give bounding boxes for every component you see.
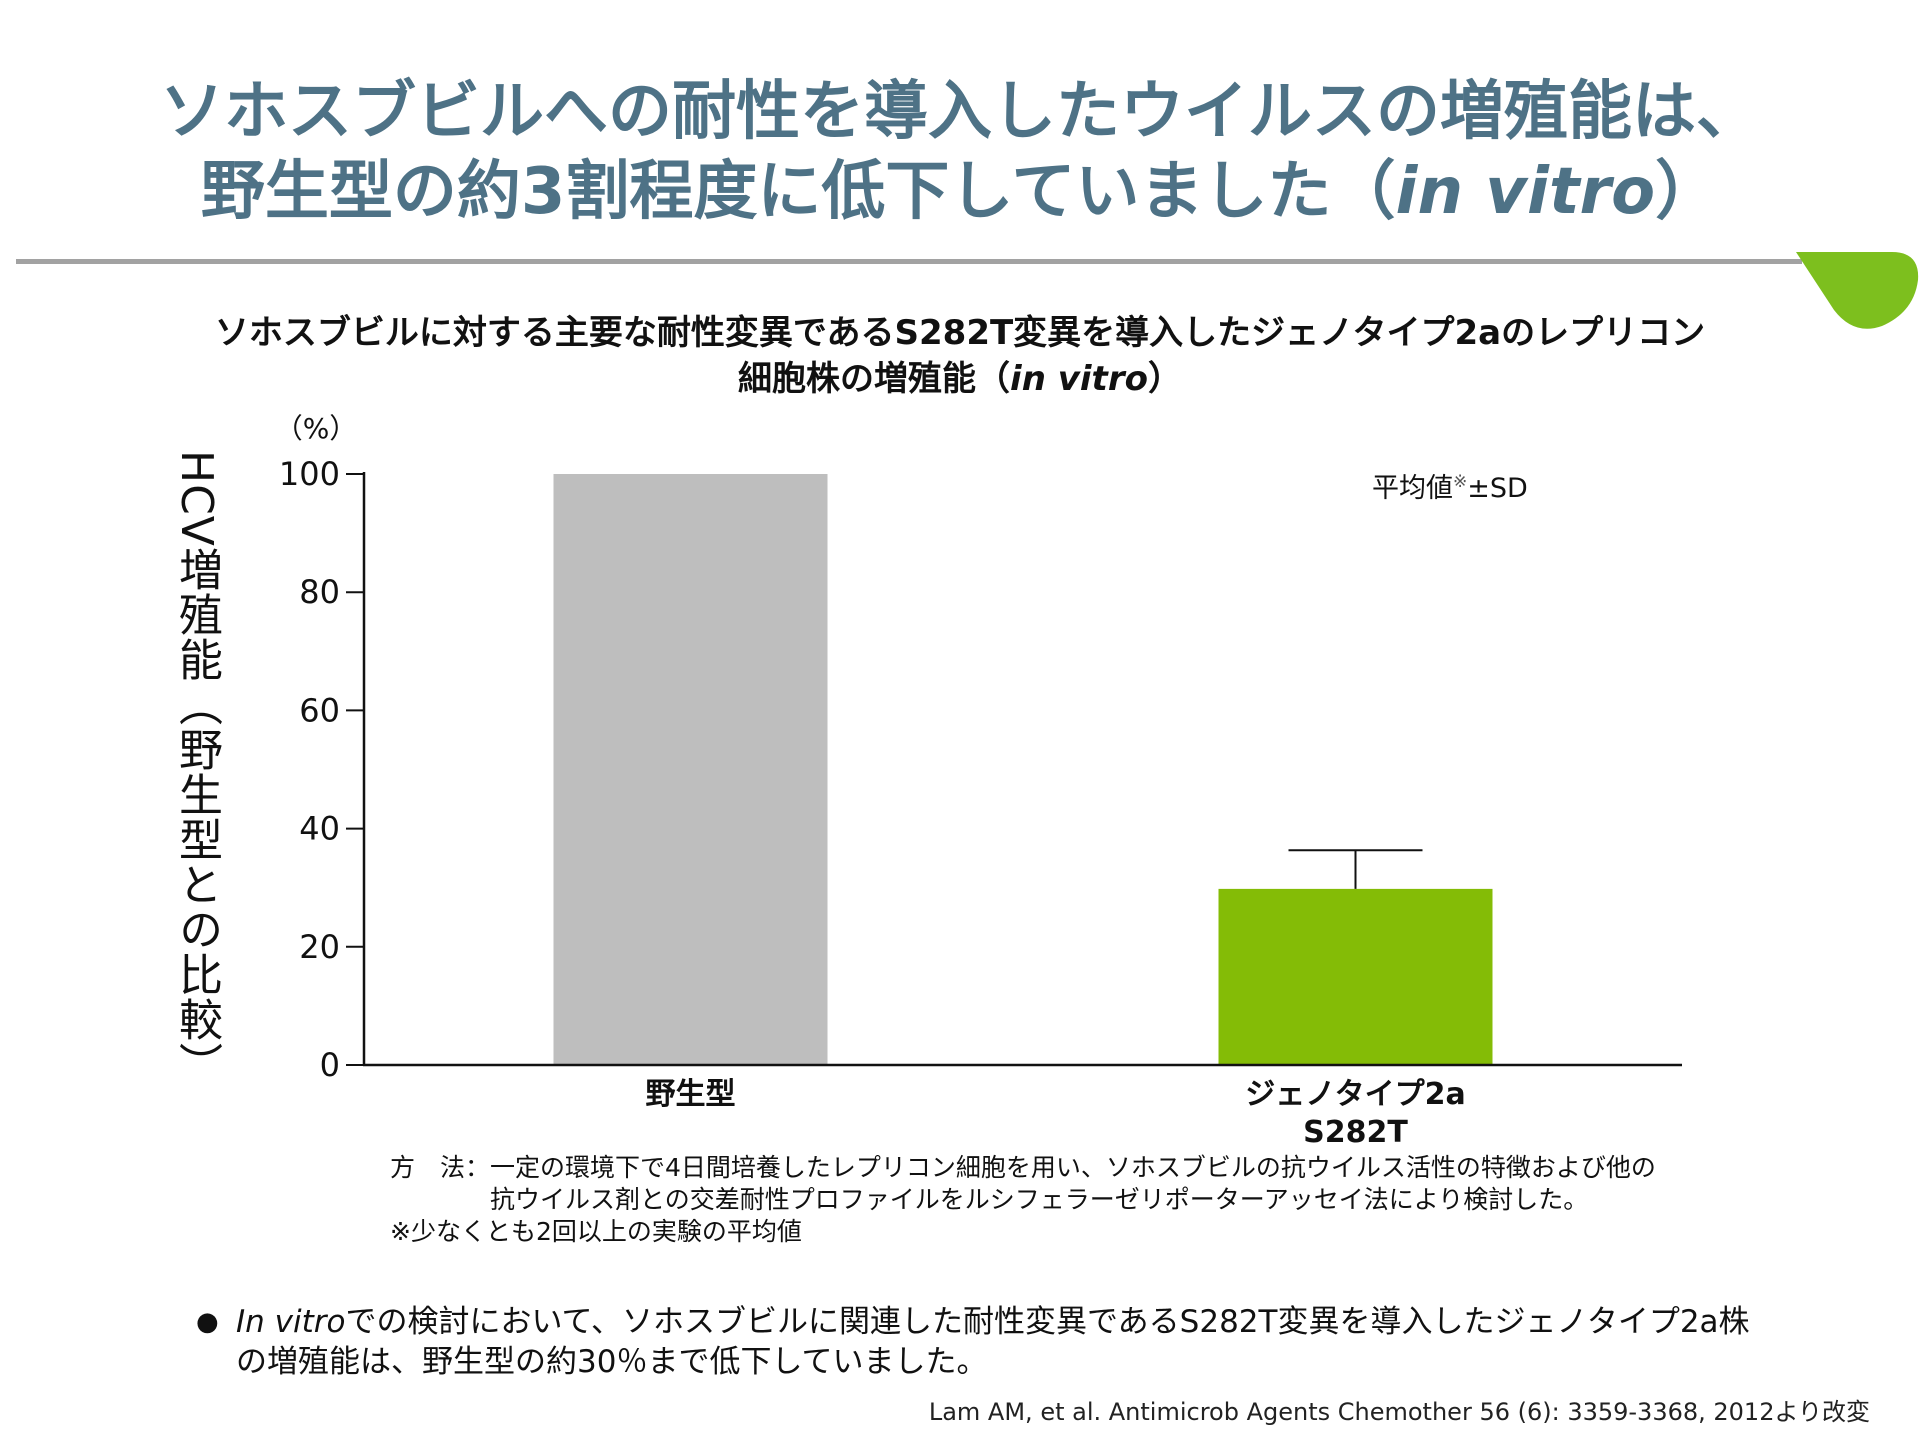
y-axis-title: HCV増殖能（野生型との比較） [171,450,222,1087]
method-notes: 方 法： 一定の環境下で4日間培養したレプリコン細胞を用い、ソホスブビルの抗ウイ… [390,1152,1670,1248]
y-axis-unit: （%） [275,412,358,445]
slide-title: ソホスブビルへの耐性を導入したウイルスの増殖能は、 野生型の約3割程度に低下して… [0,72,1920,232]
summary-in-vitro: In vitro [236,1304,346,1340]
leaf-decoration-icon [1796,252,1919,329]
summary-bullet: ● In vitroでの検討において、ソホスブビルに関連した耐性変異であるS28… [196,1302,1756,1382]
legend-note-main: 平均値 [1372,473,1453,504]
bar-2 [1218,888,1493,1065]
y-tick-label: 40 [299,810,340,848]
legend-note-sd: ±SD [1467,473,1528,504]
bar-1 [553,474,828,1065]
title-line-2-close: ） [1655,155,1720,229]
bullet-dot-icon: ● [196,1307,219,1337]
chart-title-line-2: 細胞株の増殖能（in vitro） [0,356,1920,402]
chart-title-line-1: ソホスブビルに対する主要な耐性変異であるS282T変異を導入したジェノタイプ2a… [214,313,1706,353]
summary-body: での検討において、ソホスブビルに関連した耐性変異であるS282T変異を導入したジ… [236,1304,1750,1380]
title-line-2-main: 野生型の約3割程度に低下していました（ [200,155,1396,229]
y-tick-label: 100 [279,455,340,493]
x-tick-label: S282T [1303,1115,1408,1150]
chart-title-line-2-close: ） [1147,359,1182,399]
title-line-1: ソホスブビルへの耐性を導入したウイルスの増殖能は、 [160,75,1760,149]
y-tick-label: 20 [299,928,340,966]
y-tick-label: 60 [299,691,340,729]
chart-title-line-2-main: 細胞株の増殖能（ [738,359,1011,399]
method-text: 一定の環境下で4日間培養したレプリコン細胞を用い、ソホスブビルの抗ウイルス活性の… [490,1153,1656,1214]
method-label: 方 法： [390,1153,491,1182]
y-tick-label: 0 [320,1046,340,1084]
summary-text: In vitroでの検討において、ソホスブビルに関連した耐性変異であるS282T… [236,1302,1756,1382]
chart-title: ソホスブビルに対する主要な耐性変異であるS282T変異を導入したジェノタイプ2a… [0,310,1920,402]
x-tick-label: ジェノタイプ2a [1245,1077,1466,1112]
y-tick-label: 80 [299,573,340,611]
legend-note-mark: ※ [1453,472,1467,492]
citation: Lam AM, et al. Antimicrob Agents Chemoth… [928,1398,1870,1426]
footnote: ※少なくとも2回以上の実験の平均値 [390,1217,802,1246]
legend-note: 平均値※±SD [1372,472,1528,504]
title-divider [16,259,1802,264]
x-tick-label: 野生型 [646,1077,736,1112]
method-note: 方 法： 一定の環境下で4日間培養したレプリコン細胞を用い、ソホスブビルの抗ウイ… [390,1152,1670,1216]
title-in-vitro: in vitro [1395,155,1656,229]
chart-title-in-vitro: in vitro [1010,359,1148,399]
title-line-2: 野生型の約3割程度に低下していました（in vitro） [0,152,1920,232]
